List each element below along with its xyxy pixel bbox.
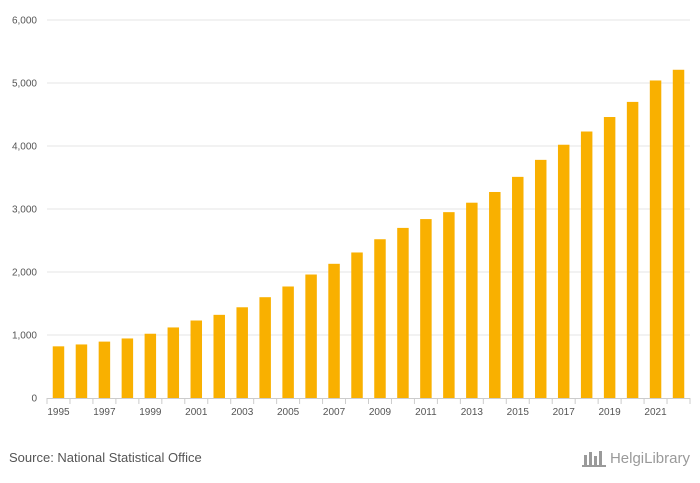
y-tick-label: 4,000 (12, 142, 37, 153)
y-tick-label: 2,000 (12, 268, 37, 279)
bar (443, 212, 455, 398)
x-axis-labels: 1995 1997 1999 2001 2003 2005 2007 2009 2011 2013… (47, 407, 667, 418)
bar (236, 307, 248, 398)
bar (190, 320, 203, 398)
x-tick-label: 2015 (507, 407, 530, 418)
bar (603, 117, 616, 399)
y-tick-label: 1,000 (12, 331, 37, 342)
x-tick-label: 2011 (415, 407, 437, 418)
bar (52, 346, 65, 398)
x-tick-label: 2003 (231, 407, 254, 418)
bar (328, 263, 340, 398)
bar (672, 69, 685, 399)
x-tick-label: 2019 (599, 407, 622, 418)
y-axis-labels: 0 1,000 2,000 3,000 4,000 5,000 6,000 (12, 16, 37, 405)
y-tick-label: 3,000 (12, 205, 37, 216)
bar (374, 239, 386, 398)
bar (213, 314, 225, 398)
bar (489, 191, 501, 398)
bar (282, 286, 294, 398)
bar-chart: 0 1,000 2,000 3,000 4,000 5,000 6,000 1995 1997… (12, 16, 691, 418)
bar (305, 274, 317, 398)
x-tick-label: 2021 (644, 407, 667, 418)
x-axis-ticks (46, 398, 691, 404)
bar (557, 144, 570, 398)
bar (420, 219, 432, 398)
x-tick-label: 1995 (47, 407, 70, 418)
x-tick-label: 2005 (277, 407, 300, 418)
x-tick-label: 2009 (369, 407, 392, 418)
library-logo-icon (581, 451, 606, 467)
source-note: Source: National Statistical Office (9, 450, 202, 465)
x-tick-label: 2001 (185, 407, 208, 418)
y-tick-label: 5,000 (12, 79, 37, 90)
bar (259, 297, 271, 398)
bar (144, 333, 157, 398)
brand-name: HelgiLibrary (609, 449, 690, 467)
x-tick-label: 1997 (93, 407, 116, 418)
bar (98, 341, 111, 398)
bar (626, 101, 639, 399)
bar (351, 252, 363, 398)
bar (580, 131, 593, 398)
bar (121, 338, 134, 398)
x-tick-label: 1999 (139, 407, 162, 418)
bars (52, 69, 685, 399)
grid-lines (47, 19, 690, 336)
y-tick-label: 0 (31, 394, 37, 405)
x-tick-label: 2007 (323, 407, 346, 418)
bar (512, 176, 524, 398)
bar (466, 202, 478, 398)
bar (397, 227, 409, 398)
x-tick-label: 2017 (553, 407, 576, 418)
brand-logo-link[interactable]: HelgiLibrary (581, 449, 690, 467)
y-tick-label: 6,000 (12, 16, 37, 27)
x-tick-label: 2013 (461, 407, 484, 418)
bar (534, 159, 547, 398)
bar (649, 80, 662, 398)
bar (167, 327, 180, 398)
bar (75, 344, 88, 398)
